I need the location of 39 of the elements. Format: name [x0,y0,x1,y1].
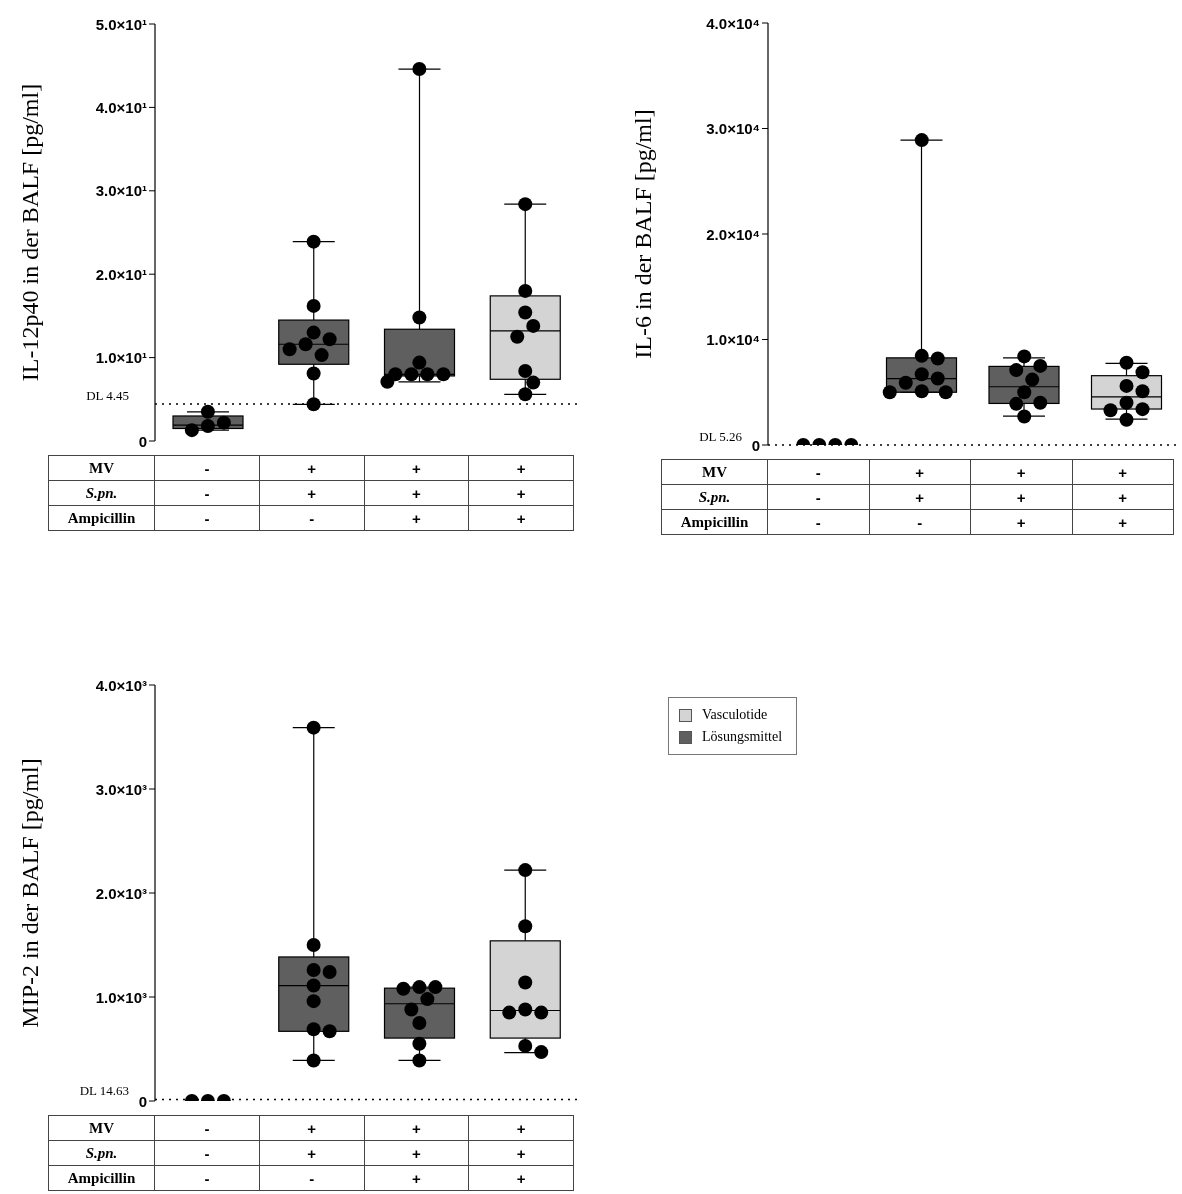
category-label: + + - [307,1119,316,1187]
y-axis-title: IL-6 in der BALF [pg/ml] [630,109,656,359]
legend-label: Lösungsmittel [702,728,783,746]
category-label: + + + [1016,463,1026,531]
y-tick-label: 3.0×10⁴ [706,120,760,137]
y-tick-label: 3.0×10¹ [95,182,147,200]
category-label: + + + [1118,463,1128,531]
y-tick-label: 1.0×10⁴ [706,331,760,348]
y-tick-label: 2.0×10³ [95,884,147,902]
y-tick-label: 1.0×10³ [95,988,147,1006]
y-axis-title: MIP-2 in der BALF [pg/ml] [17,758,43,1028]
y-tick-label: 1.0×10¹ [95,349,147,367]
category-label: + + - [307,459,316,527]
text: MV S.pn. Ampicillin [67,1119,136,1186]
category-label: + + + [516,459,526,527]
y-tick-label: 5.0×10¹ [95,15,147,33]
y-tick-label: 4.0×10⁴ [706,14,760,32]
legend-label: Vasculotide [702,706,768,724]
category-label: + + + [411,459,421,527]
ref-line-label: DL 5.26 [699,428,743,444]
ref-line-label: DL 4.45 [86,387,129,403]
y-axis-title: IL-12p40 in der BALF [pg/ml] [17,83,43,382]
category-label: + + + [411,1119,421,1187]
text: MV S.pn. Ampicillin [680,463,749,530]
y-tick-label: 2.0×10⁴ [706,225,760,243]
y-tick-label: 4.0×10³ [95,676,147,694]
category-label: - - - [815,463,821,531]
category-label: + + - [915,463,925,531]
y-tick-label: 2.0×10¹ [95,265,147,283]
ref-line-label: DL 14.63 [79,1083,129,1099]
text: MV S.pn. Ampicillin [67,459,136,526]
y-tick-label: 0 [138,1092,147,1110]
y-tick-label: 3.0×10³ [95,780,147,798]
y-tick-label: 4.0×10¹ [95,98,147,116]
category-label: - - - [204,1119,210,1187]
y-tick-label: 0 [751,436,760,454]
y-tick-label: 0 [138,432,147,450]
category-label: - - - [204,459,210,527]
category-label: + + + [516,1119,526,1187]
